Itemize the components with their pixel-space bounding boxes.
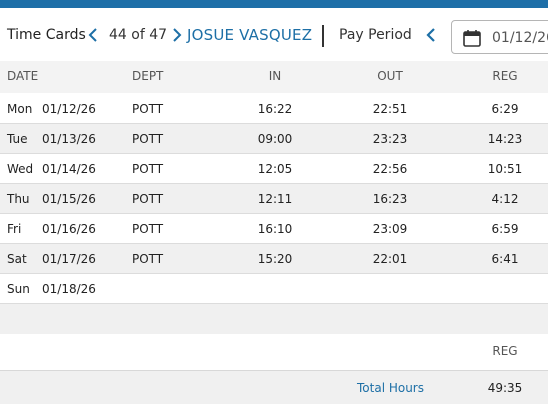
dept-cell: POTT xyxy=(132,162,164,176)
table-row[interactable]: Fri 01/16/26 POTT 16:10 23:09 6:59 xyxy=(0,214,548,244)
total-hours-bar: Total Hours 49:35 xyxy=(0,370,548,404)
out-cell: 22:51 xyxy=(372,102,408,116)
day-cell: Sat xyxy=(7,252,27,266)
col-out: OUT xyxy=(377,69,403,83)
total-hours-label: Total Hours xyxy=(357,381,424,395)
reg-cell: 10:51 xyxy=(487,162,523,176)
table-header: DATE DEPT IN OUT REG xyxy=(0,61,548,93)
header-divider xyxy=(322,25,324,47)
table-row[interactable]: Sat 01/17/26 POTT 15:20 22:01 6:41 xyxy=(0,244,548,274)
table-row[interactable]: Wed 01/14/26 POTT 12:05 22:56 10:51 xyxy=(0,154,548,184)
day-cell: Mon xyxy=(7,102,33,116)
date-cell: 01/16/26 xyxy=(42,222,96,236)
pay-period-label: Pay Period xyxy=(339,27,412,43)
table-row[interactable]: Thu 01/15/26 POTT 12:11 16:23 4:12 xyxy=(0,184,548,214)
date-cell: 01/17/26 xyxy=(42,252,96,266)
top-accent-bar xyxy=(0,0,548,8)
pay-period-date-value: 01/12/26 xyxy=(492,30,548,46)
reg-cell: 6:41 xyxy=(491,252,519,266)
pay-period-date-picker[interactable]: 01/12/26 xyxy=(451,20,548,54)
date-cell: 01/12/26 xyxy=(42,102,96,116)
dept-cell: POTT xyxy=(132,222,164,236)
in-cell: 15:20 xyxy=(257,252,293,266)
table-row[interactable]: Tue 01/13/26 POTT 09:00 23:23 14:23 xyxy=(0,124,548,154)
in-cell: 16:10 xyxy=(257,222,293,236)
calendar-icon xyxy=(463,30,481,47)
page-title: Time Cards xyxy=(7,27,86,43)
date-cell: 01/13/26 xyxy=(42,132,96,146)
reg-cell: 4:12 xyxy=(491,192,519,206)
spacer-row xyxy=(0,304,548,334)
dept-cell: POTT xyxy=(132,252,164,266)
chevron-left-icon[interactable] xyxy=(86,25,100,45)
date-cell: 01/14/26 xyxy=(42,162,96,176)
reg-cell: 14:23 xyxy=(487,132,523,146)
in-cell: 09:00 xyxy=(257,132,293,146)
day-cell: Tue xyxy=(7,132,28,146)
col-date: DATE xyxy=(7,69,39,83)
day-cell: Fri xyxy=(7,222,22,236)
day-cell: Sun xyxy=(7,282,30,296)
in-cell: 12:05 xyxy=(257,162,293,176)
out-cell: 22:01 xyxy=(372,252,408,266)
col-dept: DEPT xyxy=(132,69,164,83)
dept-cell: POTT xyxy=(132,132,164,146)
reg-cell: 6:29 xyxy=(491,102,519,116)
date-cell: 01/15/26 xyxy=(42,192,96,206)
col-reg: REG xyxy=(492,69,518,83)
header-bar: Time Cards 44 of 47 JOSUE VASQUEZ Pay Pe… xyxy=(0,8,548,60)
employee-name-link[interactable]: JOSUE VASQUEZ xyxy=(187,26,313,44)
day-cell: Wed xyxy=(7,162,34,176)
dept-cell: POTT xyxy=(132,192,164,206)
pay-period-prev-icon[interactable] xyxy=(423,25,439,45)
chevron-right-icon[interactable] xyxy=(170,25,184,45)
col-in: IN xyxy=(268,69,282,83)
in-cell: 12:11 xyxy=(257,192,293,206)
in-cell: 16:22 xyxy=(257,102,293,116)
day-cell: Thu xyxy=(7,192,30,206)
out-cell: 23:23 xyxy=(372,132,408,146)
out-cell: 16:23 xyxy=(372,192,408,206)
out-cell: 23:09 xyxy=(372,222,408,236)
total-hours-value: 49:35 xyxy=(487,381,523,395)
date-cell: 01/18/26 xyxy=(42,282,96,296)
table-row[interactable]: Sun 01/18/26 xyxy=(0,274,548,304)
out-cell: 22:56 xyxy=(372,162,408,176)
table-row[interactable]: Mon 01/12/26 POTT 16:22 22:51 6:29 xyxy=(0,94,548,124)
dept-cell: POTT xyxy=(132,102,164,116)
record-counter: 44 of 47 xyxy=(109,27,168,43)
reg-cell: 6:59 xyxy=(491,222,519,236)
footer-reg-header: REG xyxy=(492,344,518,358)
